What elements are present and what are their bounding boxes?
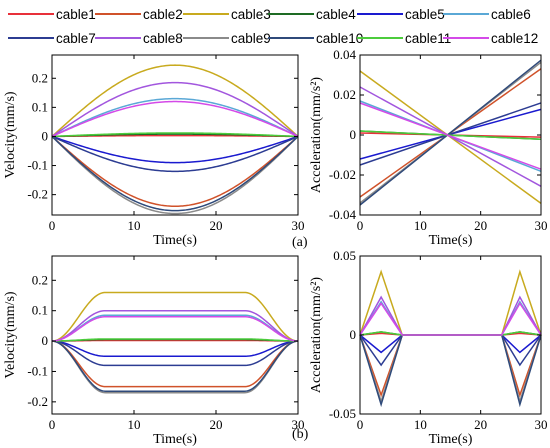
x-tick-label: 30: [292, 218, 305, 233]
x-axis-label: Time(s): [153, 432, 197, 447]
series-line-cable12: [51, 316, 299, 342]
series-line-cable7: [359, 334, 542, 367]
y-axis-label: Acceleration(mm/s²): [309, 277, 324, 393]
chart-a-acceleration: 0 10 20 30 -0.04 -0.02 0 0.02 0.04 Time(s) Acceler…: [309, 47, 548, 248]
series-line-cable2: [51, 340, 299, 388]
series-line-cable3: [359, 269, 542, 336]
series-line-cable3: [51, 64, 299, 138]
x-tick-label: 0: [49, 417, 56, 432]
legend-label-cable9: cable9: [231, 31, 271, 46]
series-line-cable7: [51, 340, 299, 367]
series-line-cable10: [359, 334, 542, 408]
x-tick-label: 10: [414, 218, 427, 233]
y-axis-label: Velocity(mm/s): [3, 91, 18, 178]
y-tick-label: -0.02: [329, 167, 356, 182]
series-line-cable5: [51, 135, 299, 164]
legend-label-cable3: cable3: [231, 7, 271, 22]
x-tick-label: 0: [357, 218, 364, 233]
plot-frame: [51, 255, 299, 415]
series-line-cable12: [359, 102, 542, 170]
y-tick-label: -0.04: [329, 207, 357, 222]
x-tick-label: 10: [128, 218, 141, 233]
y-axis-label: Velocity(mm/s): [3, 291, 18, 378]
series-line-cable10: [359, 59, 542, 206]
legend-label-cable1: cable1: [56, 7, 96, 22]
y-tick-label: -0.1: [27, 158, 48, 173]
y-tick-label: -0.05: [329, 406, 356, 421]
series-line-cable9: [51, 135, 299, 215]
y-tick-label: 0.04: [333, 47, 356, 62]
y-tick-label: 0.1: [32, 99, 48, 114]
x-axis-label: Time(s): [153, 233, 197, 248]
x-tick-label: 10: [128, 417, 141, 432]
chart-b-acceleration: 0 10 20 30-0.0500.05Time(s)Acceleration(mm/…: [309, 248, 548, 447]
plot-frame: [51, 54, 299, 216]
series-line-cable5: [359, 334, 542, 354]
y-tick-label: 0: [42, 128, 49, 143]
y-tick-label: 0: [42, 333, 49, 348]
y-tick-label: 0: [350, 327, 357, 342]
series-line-cable3: [51, 291, 299, 342]
series-line-cable9: [359, 334, 542, 405]
chart-a-velocity: 0 10 20 30 -0.2 -0.1 0 0.1 0.2 Time(s) Velocity(mm…: [3, 54, 305, 248]
series-line-cable7: [359, 102, 542, 166]
series-line-cable6: [51, 97, 299, 138]
x-tick-label: 10: [414, 417, 427, 432]
series-line-cable12: [51, 100, 299, 138]
y-tick-label: 0.05: [333, 248, 356, 263]
panel-label-a: (a): [292, 235, 308, 250]
series-line-cable5: [51, 340, 299, 358]
panel-label-b: (b): [292, 427, 309, 442]
y-axis-label: Acceleration(mm/s²): [309, 77, 324, 193]
series-line-cable7: [51, 135, 299, 173]
x-tick-label: 20: [210, 417, 223, 432]
x-tick-label: 0: [357, 417, 364, 432]
y-tick-label: -0.1: [27, 363, 48, 378]
series-line-cable6: [51, 314, 299, 342]
legend-label-cable7: cable7: [56, 31, 96, 46]
series-line-cable11: [51, 338, 299, 342]
legend-label-cable11: cable11: [405, 31, 451, 46]
x-tick-label: 20: [474, 218, 487, 233]
series-line-cable12: [359, 301, 542, 336]
x-axis-label: Time(s): [429, 233, 473, 248]
legend: cable1 cable2 cable3 cable4 cable5 cable6 cabl…: [8, 7, 538, 46]
series-line-cable9: [51, 340, 299, 394]
x-tick-label: 30: [292, 417, 305, 432]
y-tick-label: 0.2: [32, 70, 48, 85]
series-line-cable10: [51, 135, 299, 212]
series-line-cable8: [359, 295, 542, 336]
series-line-cable1: [52, 339, 298, 342]
legend-label-cable5: cable5: [405, 7, 445, 22]
series-line-cable8: [51, 81, 299, 138]
legend-label-cable8: cable8: [143, 31, 183, 46]
chart-b-velocity: 0 10 20 30 -0.2 -0.1 0 0.1 0.2 Time(s) Velocity(mm…: [3, 255, 305, 447]
x-axis-label: Time(s): [429, 432, 473, 447]
legend-label-cable10: cable10: [316, 31, 363, 46]
legend-label-cable4: cable4: [316, 7, 356, 22]
y-tick-label: 0.1: [32, 303, 48, 318]
series-line-cable8: [51, 309, 299, 342]
y-tick-label: 0.02: [333, 87, 356, 102]
series-line-cable11: [51, 132, 299, 138]
x-tick-label: 0: [49, 218, 56, 233]
x-tick-label: 30: [535, 417, 548, 432]
y-tick-label: -0.2: [27, 187, 48, 202]
y-tick-label: -0.2: [27, 394, 48, 409]
y-tick-label: 0: [350, 127, 357, 142]
legend-label-cable2: cable2: [143, 7, 183, 22]
series-line-cable2: [51, 135, 299, 208]
legend-label-cable12: cable12: [491, 31, 538, 46]
legend-label-cable6: cable6: [491, 7, 531, 22]
y-tick-label: 0.2: [32, 272, 48, 287]
series-line-cable11: [359, 130, 542, 141]
x-tick-label: 20: [474, 417, 487, 432]
series-line-cable10: [51, 340, 299, 392]
x-tick-label: 20: [210, 218, 223, 233]
x-tick-label: 30: [535, 218, 548, 233]
